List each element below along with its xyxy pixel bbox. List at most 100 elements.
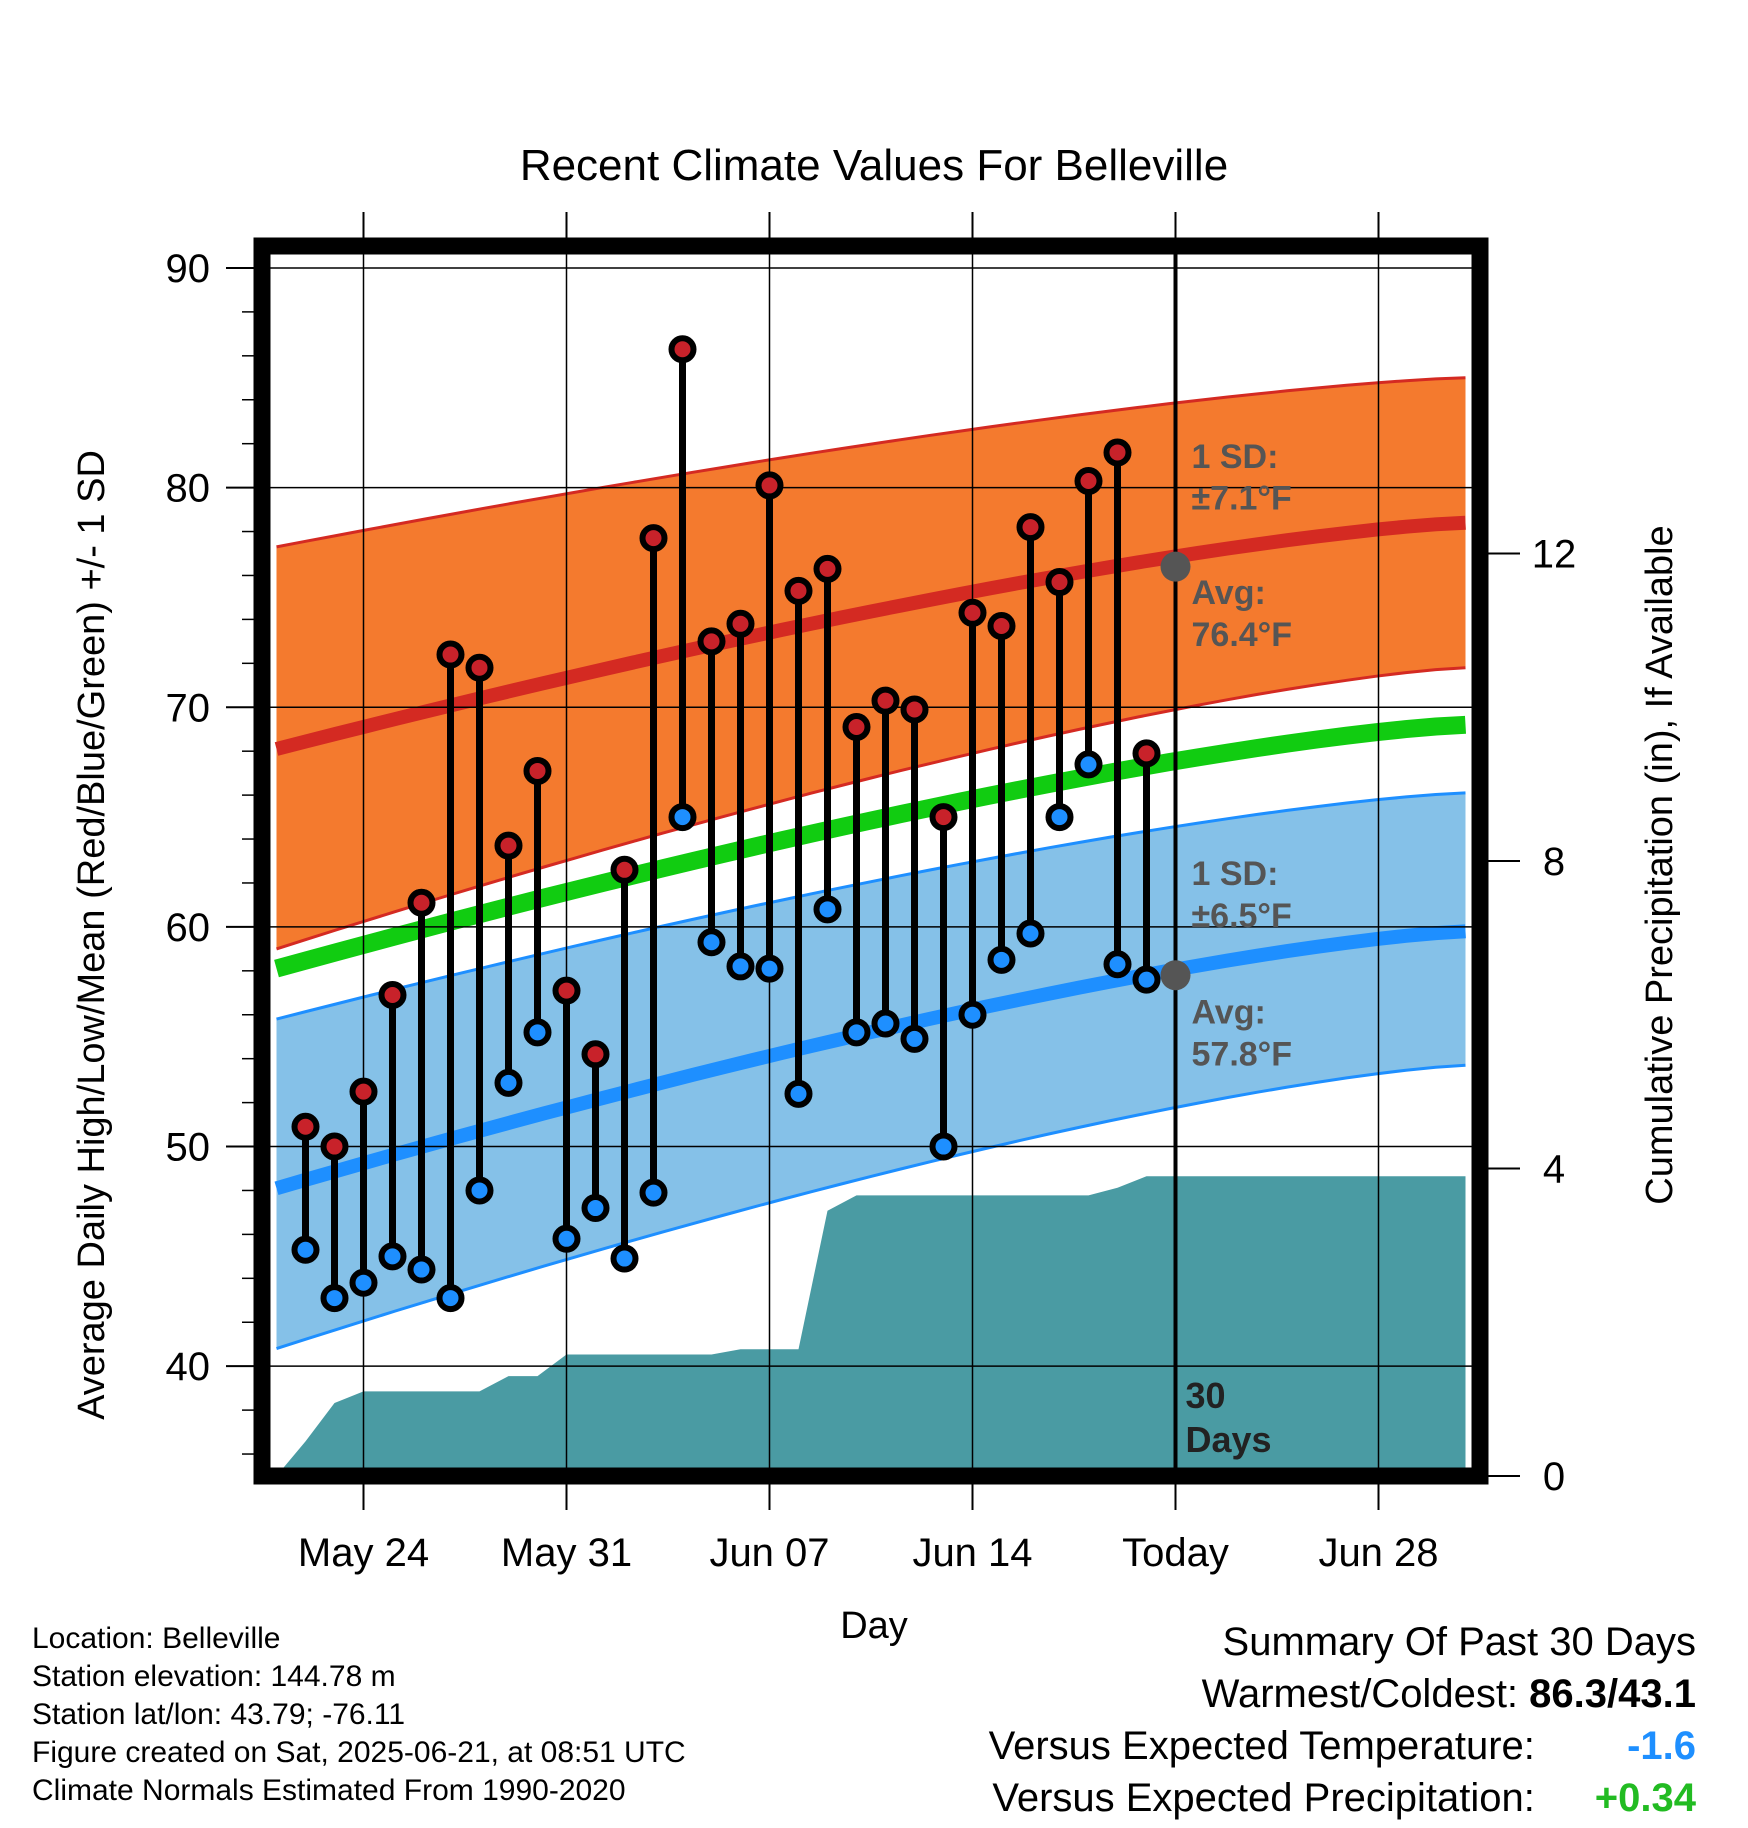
daily-low-point	[842, 1018, 871, 1047]
high-avg-label: Avg:	[1192, 574, 1266, 612]
low-avg-label: Avg:	[1192, 994, 1266, 1032]
daily-high-point	[726, 609, 755, 638]
x-tick-label: Jun 28	[1318, 1531, 1438, 1575]
y2-axis-label: Cumulative Precipitation (in), If Availa…	[1639, 525, 1681, 1204]
daily-low-point	[784, 1079, 813, 1108]
y-tick-label: 60	[166, 906, 211, 950]
daily-low-point	[639, 1178, 668, 1207]
daily-high-point	[610, 855, 639, 884]
x-tick-label: May 31	[501, 1531, 632, 1575]
daily-high-point	[668, 335, 697, 364]
daily-high-point	[1103, 438, 1132, 467]
low-sd-value: ±6.5°F	[1192, 897, 1292, 935]
summary-temp-row: Versus Expected Temperature: -1.6	[989, 1720, 1696, 1772]
high-sd-value: ±7.1°F	[1192, 480, 1292, 518]
daily-high-point	[1045, 568, 1074, 597]
info-created: Figure created on Sat, 2025-06-21, at 08…	[32, 1736, 686, 1769]
precipitation-area	[276, 1176, 1466, 1476]
daily-high-point	[494, 831, 523, 860]
high-sd-label: 1 SD:	[1192, 438, 1279, 476]
daily-high-point	[697, 627, 726, 656]
low-sd-lower-line	[276, 1063, 1466, 1351]
daily-high-point	[523, 756, 552, 785]
x-tick-label: Today	[1122, 1531, 1229, 1575]
daily-low-point	[349, 1268, 378, 1297]
info-location: Location: Belleville	[32, 1622, 281, 1655]
daily-low-point	[436, 1284, 465, 1313]
daily-low-point	[581, 1194, 610, 1223]
daily-high-point	[958, 598, 987, 627]
y-axis-label: Average Daily High/Low/Mean (Red/Blue/Gr…	[71, 450, 113, 1420]
precip-value: +0.34	[1594, 1776, 1696, 1820]
x-tick-label: Jun 07	[709, 1531, 829, 1575]
days-label-word: Days	[1186, 1419, 1272, 1460]
low-avg-value: 57.8°F	[1192, 1035, 1293, 1073]
daily-high-point	[900, 695, 929, 724]
daily-low-point	[494, 1068, 523, 1097]
daily-low-point	[958, 1000, 987, 1029]
x-tick-label: May 24	[298, 1531, 429, 1575]
daily-low-point	[523, 1018, 552, 1047]
daily-low-point	[465, 1176, 494, 1205]
daily-high-point	[436, 640, 465, 669]
daily-low-point	[1045, 803, 1074, 832]
daily-high-point	[291, 1112, 320, 1141]
daily-high-point	[929, 803, 958, 832]
daily-low-point	[1103, 950, 1132, 979]
y2-tick-label: 4	[1543, 1148, 1565, 1192]
summary-warmest-row: Warmest/Coldest: 86.3/43.1	[989, 1668, 1696, 1720]
warmest-label: Warmest/Coldest:	[1201, 1672, 1519, 1716]
daily-low-point	[987, 945, 1016, 974]
y-tick-label: 40	[166, 1345, 211, 1389]
daily-high-point	[784, 576, 813, 605]
daily-low-point	[1132, 965, 1161, 994]
daily-high-point	[842, 713, 871, 742]
x-axis-label: Day	[840, 1605, 908, 1647]
precip-label: Versus Expected Precipitation:	[992, 1776, 1535, 1820]
low-sd-band	[276, 792, 1466, 1349]
daily-low-point	[407, 1255, 436, 1284]
daily-high-point	[871, 686, 900, 715]
summary-panel: Summary Of Past 30 Days Warmest/Coldest:…	[989, 1616, 1696, 1824]
daily-high-point	[639, 524, 668, 553]
low-sd-upper-line	[276, 791, 1466, 1021]
info-latlon: Station lat/lon: 43.79; -76.11	[32, 1698, 406, 1731]
low-avg-line	[274, 924, 1466, 1196]
y-tick-label: 50	[166, 1126, 211, 1170]
y2-tick-label: 8	[1543, 840, 1565, 884]
low-sd-label: 1 SD:	[1192, 855, 1279, 893]
daily-high-point	[987, 611, 1016, 640]
high-sd-band	[276, 377, 1466, 949]
daily-low-point	[929, 1132, 958, 1161]
y-tick-label: 70	[166, 686, 211, 730]
daily-low-point	[871, 1009, 900, 1038]
y-tick-label: 80	[166, 467, 211, 511]
daily-high-point	[755, 471, 784, 500]
normal-bands	[274, 376, 1467, 1351]
daily-low-point	[1074, 750, 1103, 779]
y2-tick-label: 12	[1532, 533, 1577, 577]
high-avg-value: 76.4°F	[1192, 616, 1293, 654]
daily-high-point	[378, 980, 407, 1009]
info-elevation: Station elevation: 144.78 m	[32, 1660, 396, 1693]
daily-high-point	[1132, 739, 1161, 768]
daily-low-point	[900, 1024, 929, 1053]
daily-low-point	[320, 1284, 349, 1313]
daily-low-point	[291, 1235, 320, 1264]
axes: 40 50 60 70 80 90 0 4 8 12 May 24 May 31 Jun 07 Jun 1…	[166, 212, 1577, 1575]
daily-low-point	[378, 1242, 407, 1271]
x-tick-label: Jun 14	[912, 1531, 1032, 1575]
precip-fill	[276, 1176, 1466, 1476]
summary-title: Summary Of Past 30 Days	[1222, 1620, 1696, 1664]
daily-high-point	[581, 1040, 610, 1069]
plot-frame	[253, 237, 1489, 1485]
daily-low-point	[610, 1244, 639, 1273]
daily-low-point	[552, 1224, 581, 1253]
daily-high-point	[465, 653, 494, 682]
daily-low-point	[755, 954, 784, 983]
summary-precip-row: Versus Expected Precipitation: +0.34	[989, 1772, 1696, 1824]
daily-range-bars	[291, 335, 1161, 1313]
info-normals: Climate Normals Estimated From 1990-2020	[32, 1774, 626, 1807]
daily-high-point	[552, 976, 581, 1005]
